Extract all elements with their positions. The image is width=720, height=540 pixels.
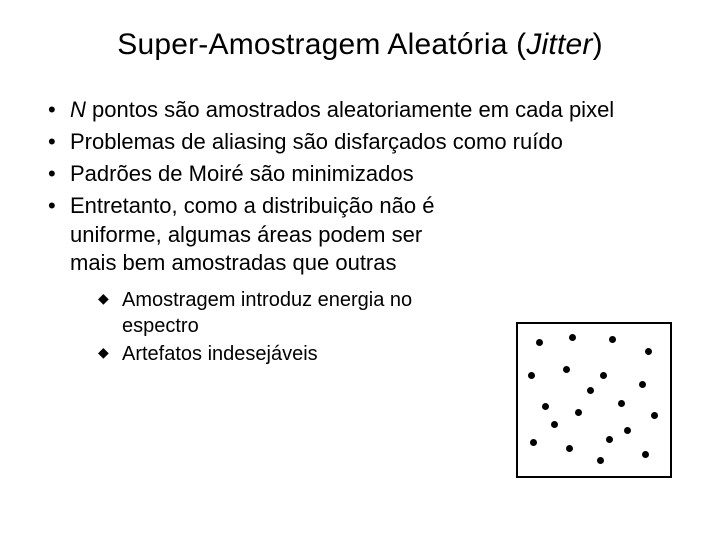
sub-bullet-text: Amostragem introduz energia no espectro bbox=[122, 287, 472, 339]
scatter-dot bbox=[563, 366, 570, 373]
scatter-dot bbox=[651, 412, 658, 419]
scatter-dot bbox=[618, 400, 625, 407]
bullet-italic-n: N bbox=[70, 97, 86, 122]
scatter-dot bbox=[530, 439, 537, 446]
scatter-dot bbox=[642, 451, 649, 458]
scatter-dot bbox=[609, 336, 616, 343]
bullet-text: Padrões de Moiré são minimizados bbox=[70, 161, 414, 186]
scatter-dot bbox=[542, 403, 549, 410]
scatter-dot bbox=[597, 457, 604, 464]
slide-title: Super-Amostragem Aleatória (Jitter) bbox=[40, 28, 680, 62]
bullet-item: Padrões de Moiré são minimizados bbox=[46, 160, 680, 188]
scatter-dot bbox=[606, 436, 613, 443]
scatter-dot bbox=[536, 339, 543, 346]
scatter-dot bbox=[569, 334, 576, 341]
scatter-dot bbox=[551, 421, 558, 428]
scatter-dot bbox=[645, 348, 652, 355]
bullet-text: Problemas de aliasing são disfarçados co… bbox=[70, 129, 563, 154]
sub-bullet-text: Artefatos indesejáveis bbox=[122, 343, 318, 365]
title-suffix: ) bbox=[593, 28, 603, 61]
bullet-text: Entretanto, como a distribuição não é un… bbox=[70, 192, 470, 276]
bullet-text: pontos são amostrados aleatoriamente em … bbox=[86, 97, 614, 122]
scatter-dot bbox=[528, 372, 535, 379]
scatter-dot bbox=[566, 445, 573, 452]
scatter-dot bbox=[600, 372, 607, 379]
scatter-dot bbox=[587, 387, 594, 394]
title-italic: Jitter bbox=[526, 28, 592, 61]
scatter-dot bbox=[575, 409, 582, 416]
scatter-dot bbox=[639, 381, 646, 388]
bullet-item: N pontos são amostrados aleatoriamente e… bbox=[46, 96, 680, 124]
title-prefix: Super-Amostragem Aleatória ( bbox=[117, 28, 526, 61]
scatter-figure bbox=[516, 322, 672, 478]
bullet-item: Problemas de aliasing são disfarçados co… bbox=[46, 128, 680, 156]
scatter-dot bbox=[624, 427, 631, 434]
